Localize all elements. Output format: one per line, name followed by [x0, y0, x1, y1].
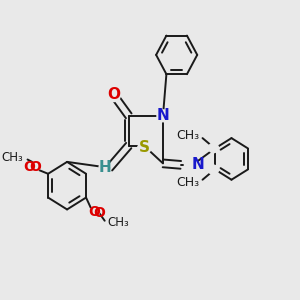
Text: CH₃: CH₃	[177, 176, 200, 189]
Text: CH₃: CH₃	[107, 216, 129, 229]
Text: O: O	[88, 206, 100, 219]
Ellipse shape	[89, 208, 99, 217]
Ellipse shape	[107, 88, 121, 102]
Text: O: O	[23, 160, 35, 174]
Ellipse shape	[99, 162, 110, 172]
Ellipse shape	[157, 110, 169, 122]
Text: N: N	[157, 108, 169, 123]
Text: S: S	[139, 140, 150, 155]
Text: N: N	[191, 158, 204, 172]
Ellipse shape	[138, 142, 151, 154]
Ellipse shape	[30, 162, 40, 171]
Text: H: H	[98, 160, 111, 175]
Text: O: O	[94, 206, 106, 220]
Ellipse shape	[208, 165, 218, 175]
Ellipse shape	[184, 159, 197, 171]
Ellipse shape	[208, 143, 218, 153]
Text: O: O	[29, 160, 41, 174]
Text: CH₃: CH₃	[1, 151, 23, 164]
Text: O: O	[107, 87, 120, 102]
Text: CH₃: CH₃	[177, 129, 200, 142]
